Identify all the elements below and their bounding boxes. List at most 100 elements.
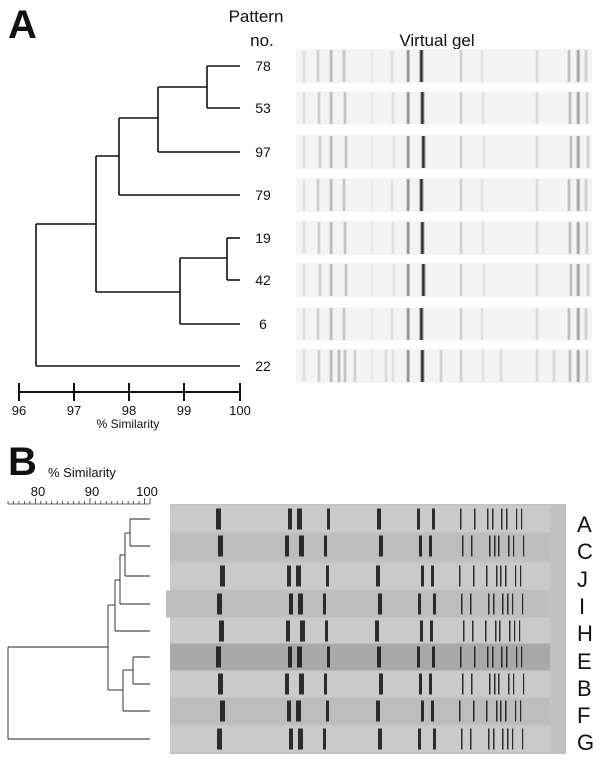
gel-band (300, 620, 305, 642)
gel-band (298, 593, 303, 615)
gel-band (422, 136, 425, 168)
gel-band (220, 700, 225, 722)
gel-band (298, 728, 303, 750)
gel-band (303, 50, 305, 82)
gel-band (460, 222, 462, 254)
gel-band (473, 700, 475, 722)
gel-band (420, 50, 423, 82)
pfge-gel-image (166, 504, 566, 754)
gel-band (586, 92, 588, 124)
gel-band (430, 620, 433, 642)
pattern-header-line1: Pattern (229, 7, 284, 26)
gel-band (500, 700, 502, 722)
gel-band (536, 350, 538, 382)
gel-band (407, 50, 410, 82)
gel-band (489, 535, 491, 557)
gel-band (577, 264, 580, 296)
gel-band (507, 728, 509, 750)
gel-band (330, 136, 333, 168)
gel-band (523, 673, 525, 695)
gel-lane (170, 505, 550, 533)
gel-band (502, 593, 504, 615)
gel-band (344, 350, 346, 382)
similarity-axis-b (7, 498, 151, 505)
gel-band (420, 179, 423, 211)
gel-lane (296, 91, 592, 125)
gel-band (509, 620, 511, 642)
gel-lane (296, 178, 592, 212)
gel-lane (170, 643, 550, 671)
gel-band (515, 700, 517, 722)
gel-band (501, 508, 503, 530)
gel-band (324, 673, 327, 695)
gel-band (303, 308, 305, 340)
gel-band (303, 92, 305, 124)
gel-band (371, 308, 373, 340)
gel-band (343, 308, 345, 340)
pattern-label: 79 (255, 187, 271, 203)
gel-band (417, 646, 420, 668)
gel-band (459, 565, 461, 587)
gel-band (377, 646, 381, 668)
axis-tick-label: 96 (12, 403, 26, 418)
dendrogram-b (7, 518, 150, 740)
gel-band (521, 508, 523, 530)
gel-band (498, 673, 500, 695)
gel-band (440, 350, 442, 382)
gel-band (407, 350, 410, 382)
gel-band (470, 593, 472, 615)
gel-band (522, 593, 524, 615)
pattern-letter: B (577, 676, 592, 701)
gel-band (317, 179, 319, 211)
pattern-label: 19 (255, 230, 271, 246)
pattern-letter: J (577, 567, 588, 592)
gel-band (460, 350, 462, 382)
gel-band (345, 136, 347, 168)
axis-title: % Similarity (97, 417, 160, 431)
gel-band (330, 50, 333, 82)
virtual-gel (296, 49, 592, 383)
gel-band (421, 222, 424, 254)
gel-band (461, 728, 463, 750)
gel-band (493, 593, 495, 615)
gel-band (299, 535, 304, 557)
pattern-label: 97 (255, 144, 271, 160)
gel-band (371, 264, 373, 296)
pattern-letter: H (577, 621, 593, 646)
pattern-letter: A (577, 512, 592, 537)
gel-band (285, 535, 289, 557)
pattern-label: 53 (255, 100, 271, 116)
gel-band (330, 264, 333, 296)
gel-band (486, 700, 488, 722)
gel-band (393, 264, 395, 296)
gel-band (536, 222, 538, 254)
gel-band (371, 350, 373, 382)
gel-band (536, 264, 538, 296)
gel-band (586, 222, 588, 254)
gel-band (345, 264, 347, 296)
gel-band (494, 673, 496, 695)
gel-lane (296, 263, 592, 297)
virtual-gel-title: Virtual gel (399, 31, 474, 50)
gel-band (568, 50, 570, 82)
gel-band (303, 264, 305, 296)
gel-band (318, 92, 320, 124)
axis-tick-label: 100 (136, 484, 158, 499)
gel-band (330, 179, 333, 211)
gel-band (216, 646, 221, 668)
panel-a-label: A (8, 3, 37, 47)
gel-band (495, 620, 497, 642)
gel-lane (296, 135, 592, 169)
gel-band (492, 646, 494, 668)
gel-band (460, 92, 462, 124)
gel-band (512, 728, 514, 750)
gel-band (407, 222, 410, 254)
gel-band (323, 593, 326, 615)
gel-band (392, 350, 394, 382)
gel-band (492, 508, 494, 530)
gel-band (420, 620, 423, 642)
gel-band (585, 308, 587, 340)
gel-band (481, 179, 483, 211)
gel-band (461, 593, 463, 615)
gel-band (512, 593, 514, 615)
